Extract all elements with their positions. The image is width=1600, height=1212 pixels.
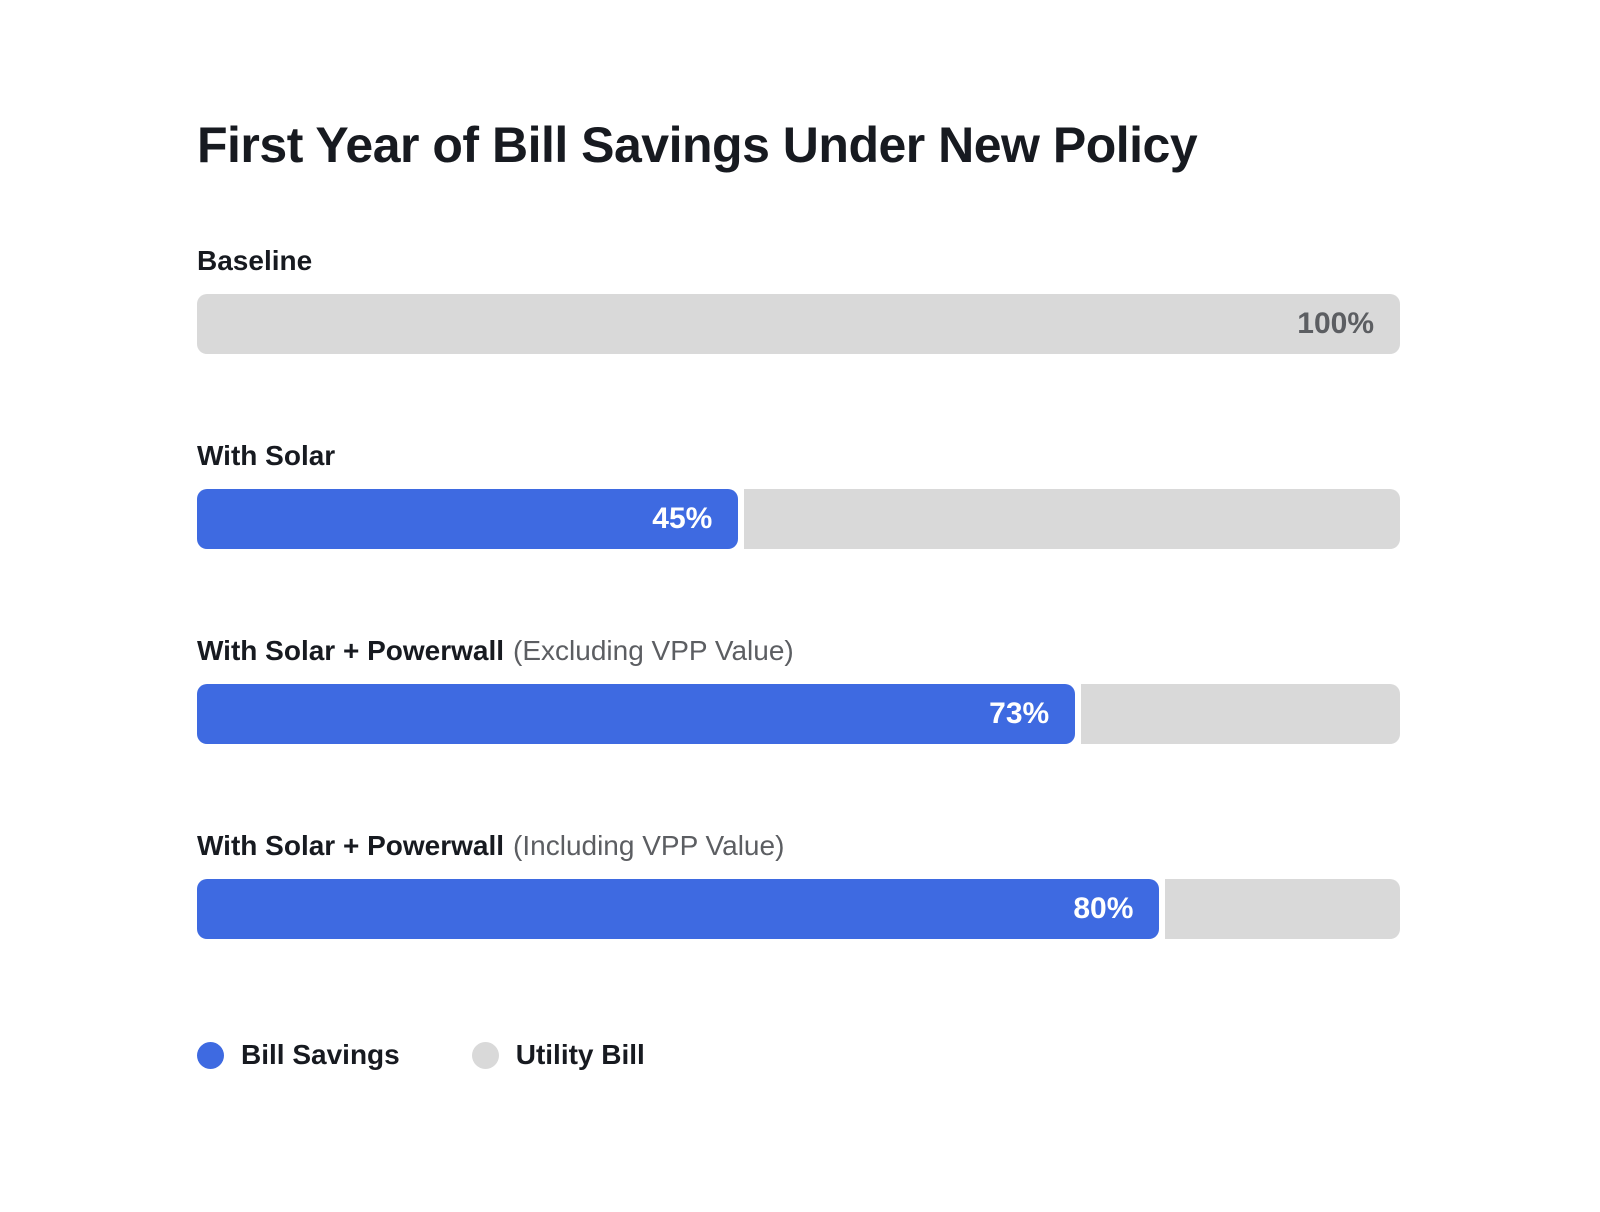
row-label-sub: (Including VPP Value)	[513, 830, 785, 861]
utility-bill-swatch-icon	[471, 1041, 499, 1069]
bar-remainder	[1081, 684, 1400, 744]
row-label-main: Baseline	[197, 245, 313, 276]
bar-track: 45%	[197, 489, 1400, 549]
legend-item-bill-savings: Bill Savings	[197, 1039, 400, 1071]
bar-value: 73%	[989, 697, 1050, 730]
bar-row-with-solar: With Solar 45%	[197, 439, 1400, 549]
bar-track: 100%	[197, 294, 1400, 354]
legend-label: Utility Bill	[515, 1039, 645, 1070]
legend-label: Bill Savings	[241, 1039, 400, 1070]
row-label-sub: (Excluding VPP Value)	[513, 635, 794, 666]
row-label: With Solar + Powerwall (Including VPP Val…	[197, 829, 1400, 863]
row-label-main: With Solar + Powerwall	[197, 830, 505, 861]
bar-fill: 80%	[197, 879, 1160, 939]
bar-remainder	[1165, 879, 1400, 939]
bar-remainder	[744, 489, 1400, 549]
bar-value: 80%	[1073, 892, 1134, 925]
row-label: With Solar + Powerwall (Excluding VPP Val…	[197, 634, 1400, 668]
bill-savings-swatch-icon	[197, 1041, 224, 1069]
bar-value: 45%	[652, 502, 713, 535]
row-label-main: With Solar	[197, 440, 336, 471]
row-label: With Solar	[197, 439, 1400, 473]
row-label-main: With Solar + Powerwall	[197, 635, 505, 666]
bar-track: 80%	[197, 879, 1400, 939]
legend: Bill Savings Utility Bill	[197, 1039, 1400, 1071]
bar-row-solar-powerwall-excl-vpp: With Solar + Powerwall (Excluding VPP Val…	[197, 634, 1400, 744]
row-label: Baseline	[197, 244, 1400, 278]
legend-item-utility-bill: Utility Bill	[471, 1039, 645, 1071]
bar-fill: 73%	[197, 684, 1076, 744]
bar-row-baseline: Baseline 100%	[197, 244, 1400, 354]
bar-value: 100%	[1297, 307, 1374, 340]
bar-row-solar-powerwall-incl-vpp: With Solar + Powerwall (Including VPP Val…	[197, 829, 1400, 939]
bar-fill: 100%	[197, 294, 1400, 354]
bar-fill: 45%	[197, 489, 739, 549]
bar-track: 73%	[197, 684, 1400, 744]
chart-title: First Year of Bill Savings Under New Pol…	[197, 117, 1198, 173]
chart-container: First Year of Bill Savings Under New Pol…	[197, 117, 1400, 1071]
